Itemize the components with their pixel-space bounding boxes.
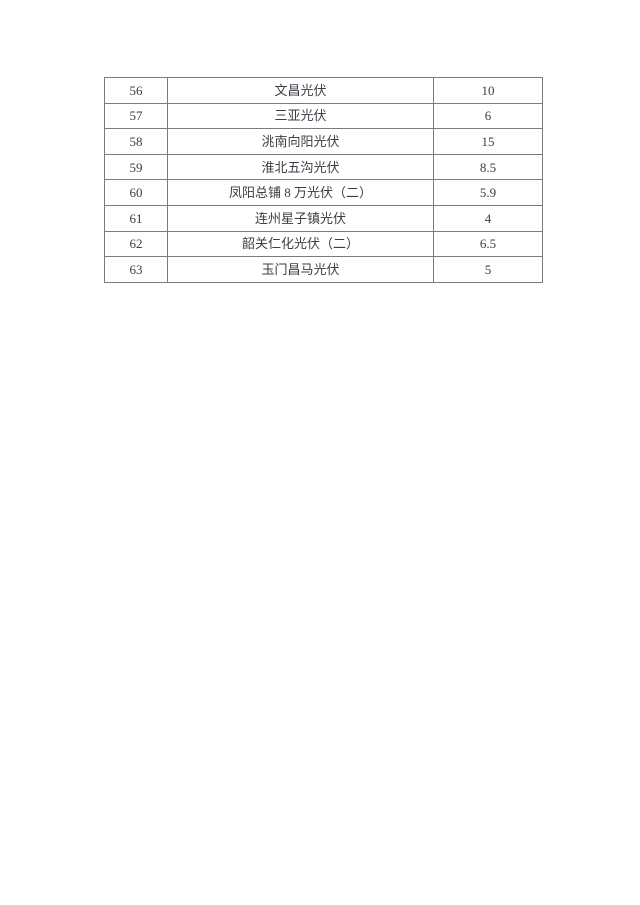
capacity-value-cell: 10 xyxy=(433,77,543,104)
table-row: 59 淮北五沟光伏 8.5 xyxy=(104,153,543,181)
row-number-cell: 63 xyxy=(104,256,168,283)
table-row: 57 三亚光伏 6 xyxy=(104,102,543,130)
row-number-cell: 62 xyxy=(104,230,168,258)
row-number-cell: 58 xyxy=(104,128,168,155)
table-row: 56 文昌光伏 10 xyxy=(104,77,543,104)
table-row: 60 凤阳总铺 8 万光伏（二） 5.9 xyxy=(104,179,543,206)
row-number-cell: 60 xyxy=(104,179,168,206)
capacity-value-cell: 15 xyxy=(433,128,543,155)
capacity-value-cell: 8.5 xyxy=(433,153,543,181)
row-number-cell: 57 xyxy=(104,102,168,130)
project-name-cell: 三亚光伏 xyxy=(167,102,434,130)
pv-projects-table: 56 文昌光伏 10 57 三亚光伏 6 58 洮南向阳光伏 15 59 淮北五… xyxy=(104,77,543,283)
project-name-cell: 淮北五沟光伏 xyxy=(167,153,434,181)
row-number-cell: 59 xyxy=(104,153,168,181)
table-row: 62 韶关仁化光伏（二） 6.5 xyxy=(104,230,543,258)
table-row: 63 玉门昌马光伏 5 xyxy=(104,256,543,283)
capacity-value-cell: 6 xyxy=(433,102,543,130)
capacity-value-cell: 4 xyxy=(433,204,543,232)
capacity-value-cell: 6.5 xyxy=(433,230,543,258)
project-name-cell: 连州星子镇光伏 xyxy=(167,204,434,232)
table-body: 56 文昌光伏 10 57 三亚光伏 6 58 洮南向阳光伏 15 59 淮北五… xyxy=(104,77,543,283)
row-number-cell: 61 xyxy=(104,204,168,232)
capacity-value-cell: 5.9 xyxy=(433,179,543,206)
table-row: 61 连州星子镇光伏 4 xyxy=(104,204,543,232)
capacity-value-cell: 5 xyxy=(433,256,543,283)
project-name-cell: 玉门昌马光伏 xyxy=(167,256,434,283)
table-row: 58 洮南向阳光伏 15 xyxy=(104,128,543,155)
project-name-cell: 洮南向阳光伏 xyxy=(167,128,434,155)
project-name-cell: 韶关仁化光伏（二） xyxy=(167,230,434,258)
project-name-cell: 凤阳总铺 8 万光伏（二） xyxy=(167,179,434,206)
row-number-cell: 56 xyxy=(104,77,168,104)
project-name-cell: 文昌光伏 xyxy=(167,77,434,104)
